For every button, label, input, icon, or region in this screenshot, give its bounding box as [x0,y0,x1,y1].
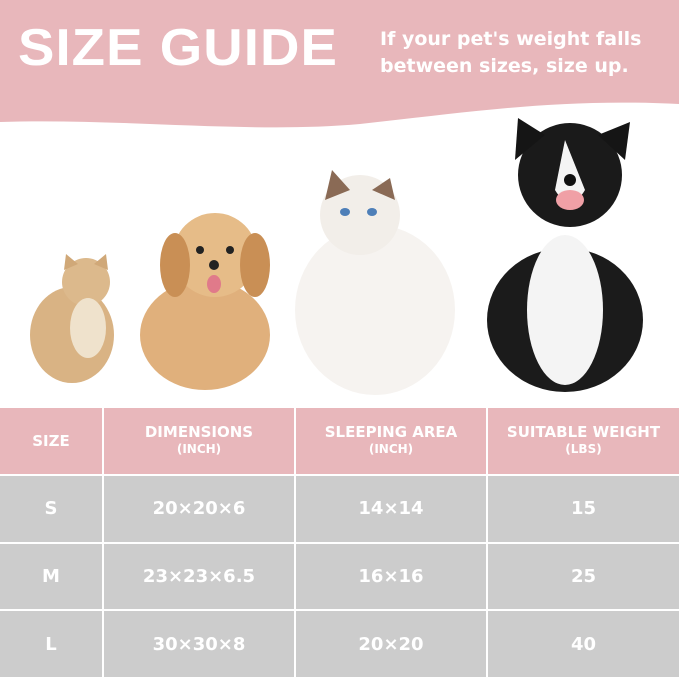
note-line-1: If your pet's weight falls [380,28,642,50]
column-label: DIMENSIONS [144,423,254,441]
cell-sleeping-area: 20×20 [294,609,488,679]
cell-sleeping-area: 16×16 [294,541,488,612]
cell-dimensions: 20×20×6 [102,474,296,544]
cell-weight: 15 [486,474,679,544]
column-header-suitable-weight: SUITABLE WEIGHT (LBS) [486,408,679,476]
column-label: SLEEPING AREA [324,423,458,441]
table-header-row: SIZE DIMENSIONS (INCH) SLEEPING AREA (INCH… [0,408,679,476]
column-header-dimensions: DIMENSIONS (INCH) [102,408,296,476]
ragdoll-cat-image [295,170,455,395]
cell-weight: 25 [486,541,679,612]
size-note: If your pet's weight falls between sizes… [380,26,641,80]
note-line-2: between sizes, size up. [380,55,629,77]
table-row: S 20×20×6 14×14 15 [0,474,679,544]
cell-size: M [0,541,104,612]
column-unit: (INCH) [176,442,222,456]
cell-weight: 40 [486,609,679,679]
cell-dimensions: 30×30×8 [102,609,296,679]
size-table: SIZE DIMENSIONS (INCH) SLEEPING AREA (INCH… [0,408,679,679]
pets-photo [30,118,643,395]
column-unit: (LBS) [565,442,602,456]
cell-dimensions: 23×23×6.5 [102,541,296,612]
cell-size: L [0,609,104,679]
small-cat-image [30,254,114,383]
column-unit: (INCH) [368,442,414,456]
small-dog-image [140,213,270,390]
border-collie-image [487,118,643,392]
column-label: SUITABLE WEIGHT [506,423,661,441]
cell-size: S [0,474,104,544]
column-header-sleeping-area: SLEEPING AREA (INCH) [294,408,488,476]
header-banner [0,0,679,128]
page-title: SIZE GUIDE [18,19,338,77]
cell-sleeping-area: 14×14 [294,474,488,544]
table-row: L 30×30×8 20×20 40 [0,609,679,679]
table-row: M 23×23×6.5 16×16 25 [0,541,679,612]
column-header-size: SIZE [0,408,104,476]
column-label: SIZE [32,431,70,450]
